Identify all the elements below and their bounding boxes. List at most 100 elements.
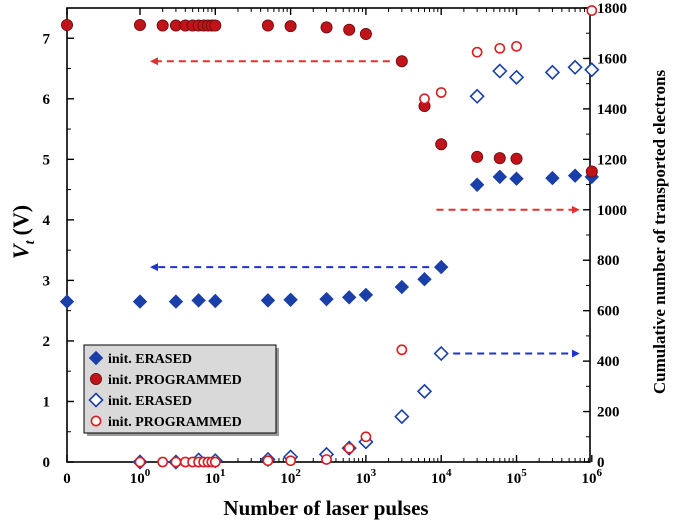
left-y-tick-label: 7 xyxy=(43,31,51,47)
data-point-circle-filled xyxy=(359,28,372,41)
x-tick-label: 101 xyxy=(205,467,226,487)
right-y-tick-label: 0 xyxy=(597,455,605,471)
legend-label: init. ERASED xyxy=(108,352,192,367)
legend-label: init. PROGRAMMED xyxy=(108,415,242,430)
data-point-circle-open xyxy=(435,87,447,98)
data-point-circle-filled xyxy=(435,138,448,151)
x-tick-label-base: 10 xyxy=(205,471,220,487)
x-tick-label-base: 10 xyxy=(582,471,597,487)
x-tick-label-exponent: 6 xyxy=(597,467,603,479)
right-y-axis-title-group: Cumulative number of transported electro… xyxy=(650,70,669,395)
data-point-circle-filled xyxy=(471,150,484,163)
annotation-arrows xyxy=(150,57,580,358)
x-tick-label: 103 xyxy=(356,467,377,487)
data-point-diamond-open xyxy=(567,59,583,75)
data-point-diamond-filled xyxy=(341,290,357,305)
data-point-diamond-filled xyxy=(394,279,410,295)
data-point-diamond-filled xyxy=(132,294,148,309)
left-y-axis-title-group: Vt (V) xyxy=(8,205,38,259)
data-point-circle-open xyxy=(321,454,332,465)
legend-entry: init. ERASED xyxy=(88,350,192,367)
data-point-circle-filled xyxy=(493,152,506,165)
x-tick-label-base: 10 xyxy=(130,471,145,487)
data-point-circle-open xyxy=(170,456,182,468)
right-y-tick-label: 1800 xyxy=(597,1,627,17)
data-point-diamond-open xyxy=(584,62,600,78)
data-point-circle-open xyxy=(209,456,221,468)
data-point-diamond-filled xyxy=(545,170,560,186)
right-y-tick-label: 1400 xyxy=(597,102,627,118)
data-point-diamond-open xyxy=(508,69,525,85)
right-y-tick-label: 1600 xyxy=(597,51,627,67)
x-tick-label-exponent: 2 xyxy=(295,467,301,479)
data-point-circle-open xyxy=(419,93,430,105)
x-tick-label-base: 10 xyxy=(280,471,295,487)
left-y-tick-label: 4 xyxy=(43,213,51,229)
data-point-circle-open xyxy=(471,46,483,58)
data-point-circle-filled xyxy=(261,19,274,32)
data-point-legend-marker xyxy=(90,415,102,427)
data-point-diamond-filled xyxy=(283,292,298,307)
right-y-tick-label: 600 xyxy=(597,304,620,320)
x-tick-label: 0 xyxy=(63,471,71,487)
data-point-circle-filled xyxy=(510,152,523,165)
data-point-diamond-open xyxy=(394,408,410,425)
left-y-tick-label: 0 xyxy=(43,455,51,471)
right-y-axis-title: Cumulative number of transported electro… xyxy=(650,70,669,395)
legend-box xyxy=(83,344,277,434)
left-y-tick-label: 3 xyxy=(43,273,51,289)
series-circle-filled-left xyxy=(61,18,598,178)
legend-label: init. ERASED xyxy=(108,394,192,409)
data-point-diamond-filled xyxy=(191,293,206,308)
data-point-circle-open xyxy=(157,456,169,468)
x-tick-label-exponent: 3 xyxy=(371,467,377,479)
x-tick-label-base: 0 xyxy=(63,471,71,487)
data-point-circle-filled xyxy=(320,21,333,34)
right-y-tick-label: 1200 xyxy=(597,152,627,168)
x-tick-label-base: 10 xyxy=(431,471,446,487)
data-point-diamond-filled xyxy=(319,291,334,307)
data-point-diamond-filled xyxy=(208,293,223,309)
data-point-circle-filled xyxy=(395,55,408,68)
data-point-circle-filled xyxy=(343,23,356,36)
left-y-tick-label: 1 xyxy=(43,394,51,410)
data-point-circle-open xyxy=(511,40,522,52)
x-tick-label-exponent: 5 xyxy=(521,467,527,479)
series-diamond-filled-left xyxy=(59,168,600,309)
data-point-diamond-filled xyxy=(567,168,583,183)
data-point-diamond-filled xyxy=(260,293,276,308)
left-y-axis-title-main: V xyxy=(8,242,33,259)
data-point-circle-filled xyxy=(156,19,169,32)
legend-entry: init. PROGRAMMED xyxy=(90,372,242,388)
right-y-tick-label: 800 xyxy=(597,253,620,269)
data-point-circle-open xyxy=(285,455,296,467)
data-point-circle-open xyxy=(360,431,372,443)
x-axis-title: Number of laser pulses xyxy=(223,496,428,520)
x-tick-label: 104 xyxy=(431,467,452,487)
left-y-tick-label: 2 xyxy=(43,334,51,350)
data-point-legend-marker xyxy=(88,350,104,366)
data-point-diamond-open xyxy=(544,64,561,80)
right-y-tick-label: 200 xyxy=(597,405,620,421)
data-point-diamond-filled xyxy=(509,171,524,186)
legend-label: init. PROGRAMMED xyxy=(108,373,242,388)
left-y-axis-title: Vt (V) xyxy=(8,205,38,259)
x-tick-label-exponent: 0 xyxy=(145,467,151,479)
data-point-legend-marker xyxy=(90,372,103,385)
data-point-diamond-filled xyxy=(469,177,485,192)
data-point-circle-open xyxy=(134,456,146,468)
data-point-diamond-filled xyxy=(358,287,374,303)
series-circle-open-right xyxy=(134,5,598,468)
data-points xyxy=(59,5,600,470)
x-tick-label: 105 xyxy=(506,467,527,487)
data-point-diamond-filled xyxy=(417,271,432,287)
data-point-circle-open xyxy=(494,42,506,54)
data-point-circle-filled xyxy=(61,18,74,31)
right-y-axis-ticks: 0 200 400 600 800 1000 1200 1400 1600 1800 xyxy=(583,1,627,471)
data-point-diamond-filled xyxy=(59,294,75,309)
data-point-diamond-open xyxy=(492,63,508,79)
x-tick-label-base: 10 xyxy=(356,471,371,487)
right-y-tick-label: 1000 xyxy=(597,203,627,219)
left-y-tick-label: 5 xyxy=(43,152,51,168)
